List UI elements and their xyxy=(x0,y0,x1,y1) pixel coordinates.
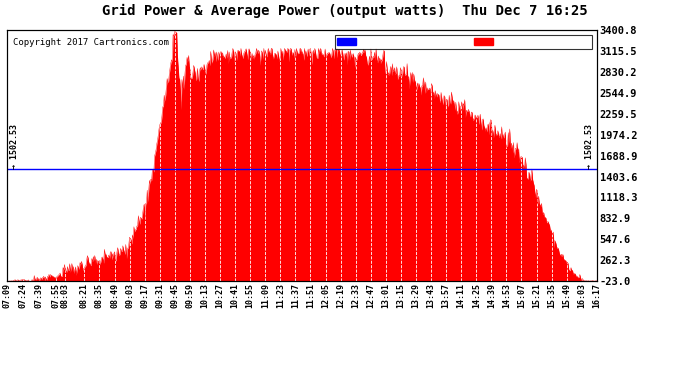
Text: → 1502.53: → 1502.53 xyxy=(585,124,594,169)
Legend: Average  (AC Watts), Grid  (AC Watts): Average (AC Watts), Grid (AC Watts) xyxy=(335,35,592,49)
Text: Grid Power & Average Power (output watts)  Thu Dec 7 16:25: Grid Power & Average Power (output watts… xyxy=(102,4,588,18)
Text: → 1502.53: → 1502.53 xyxy=(10,124,19,169)
Text: Copyright 2017 Cartronics.com: Copyright 2017 Cartronics.com xyxy=(13,38,168,46)
